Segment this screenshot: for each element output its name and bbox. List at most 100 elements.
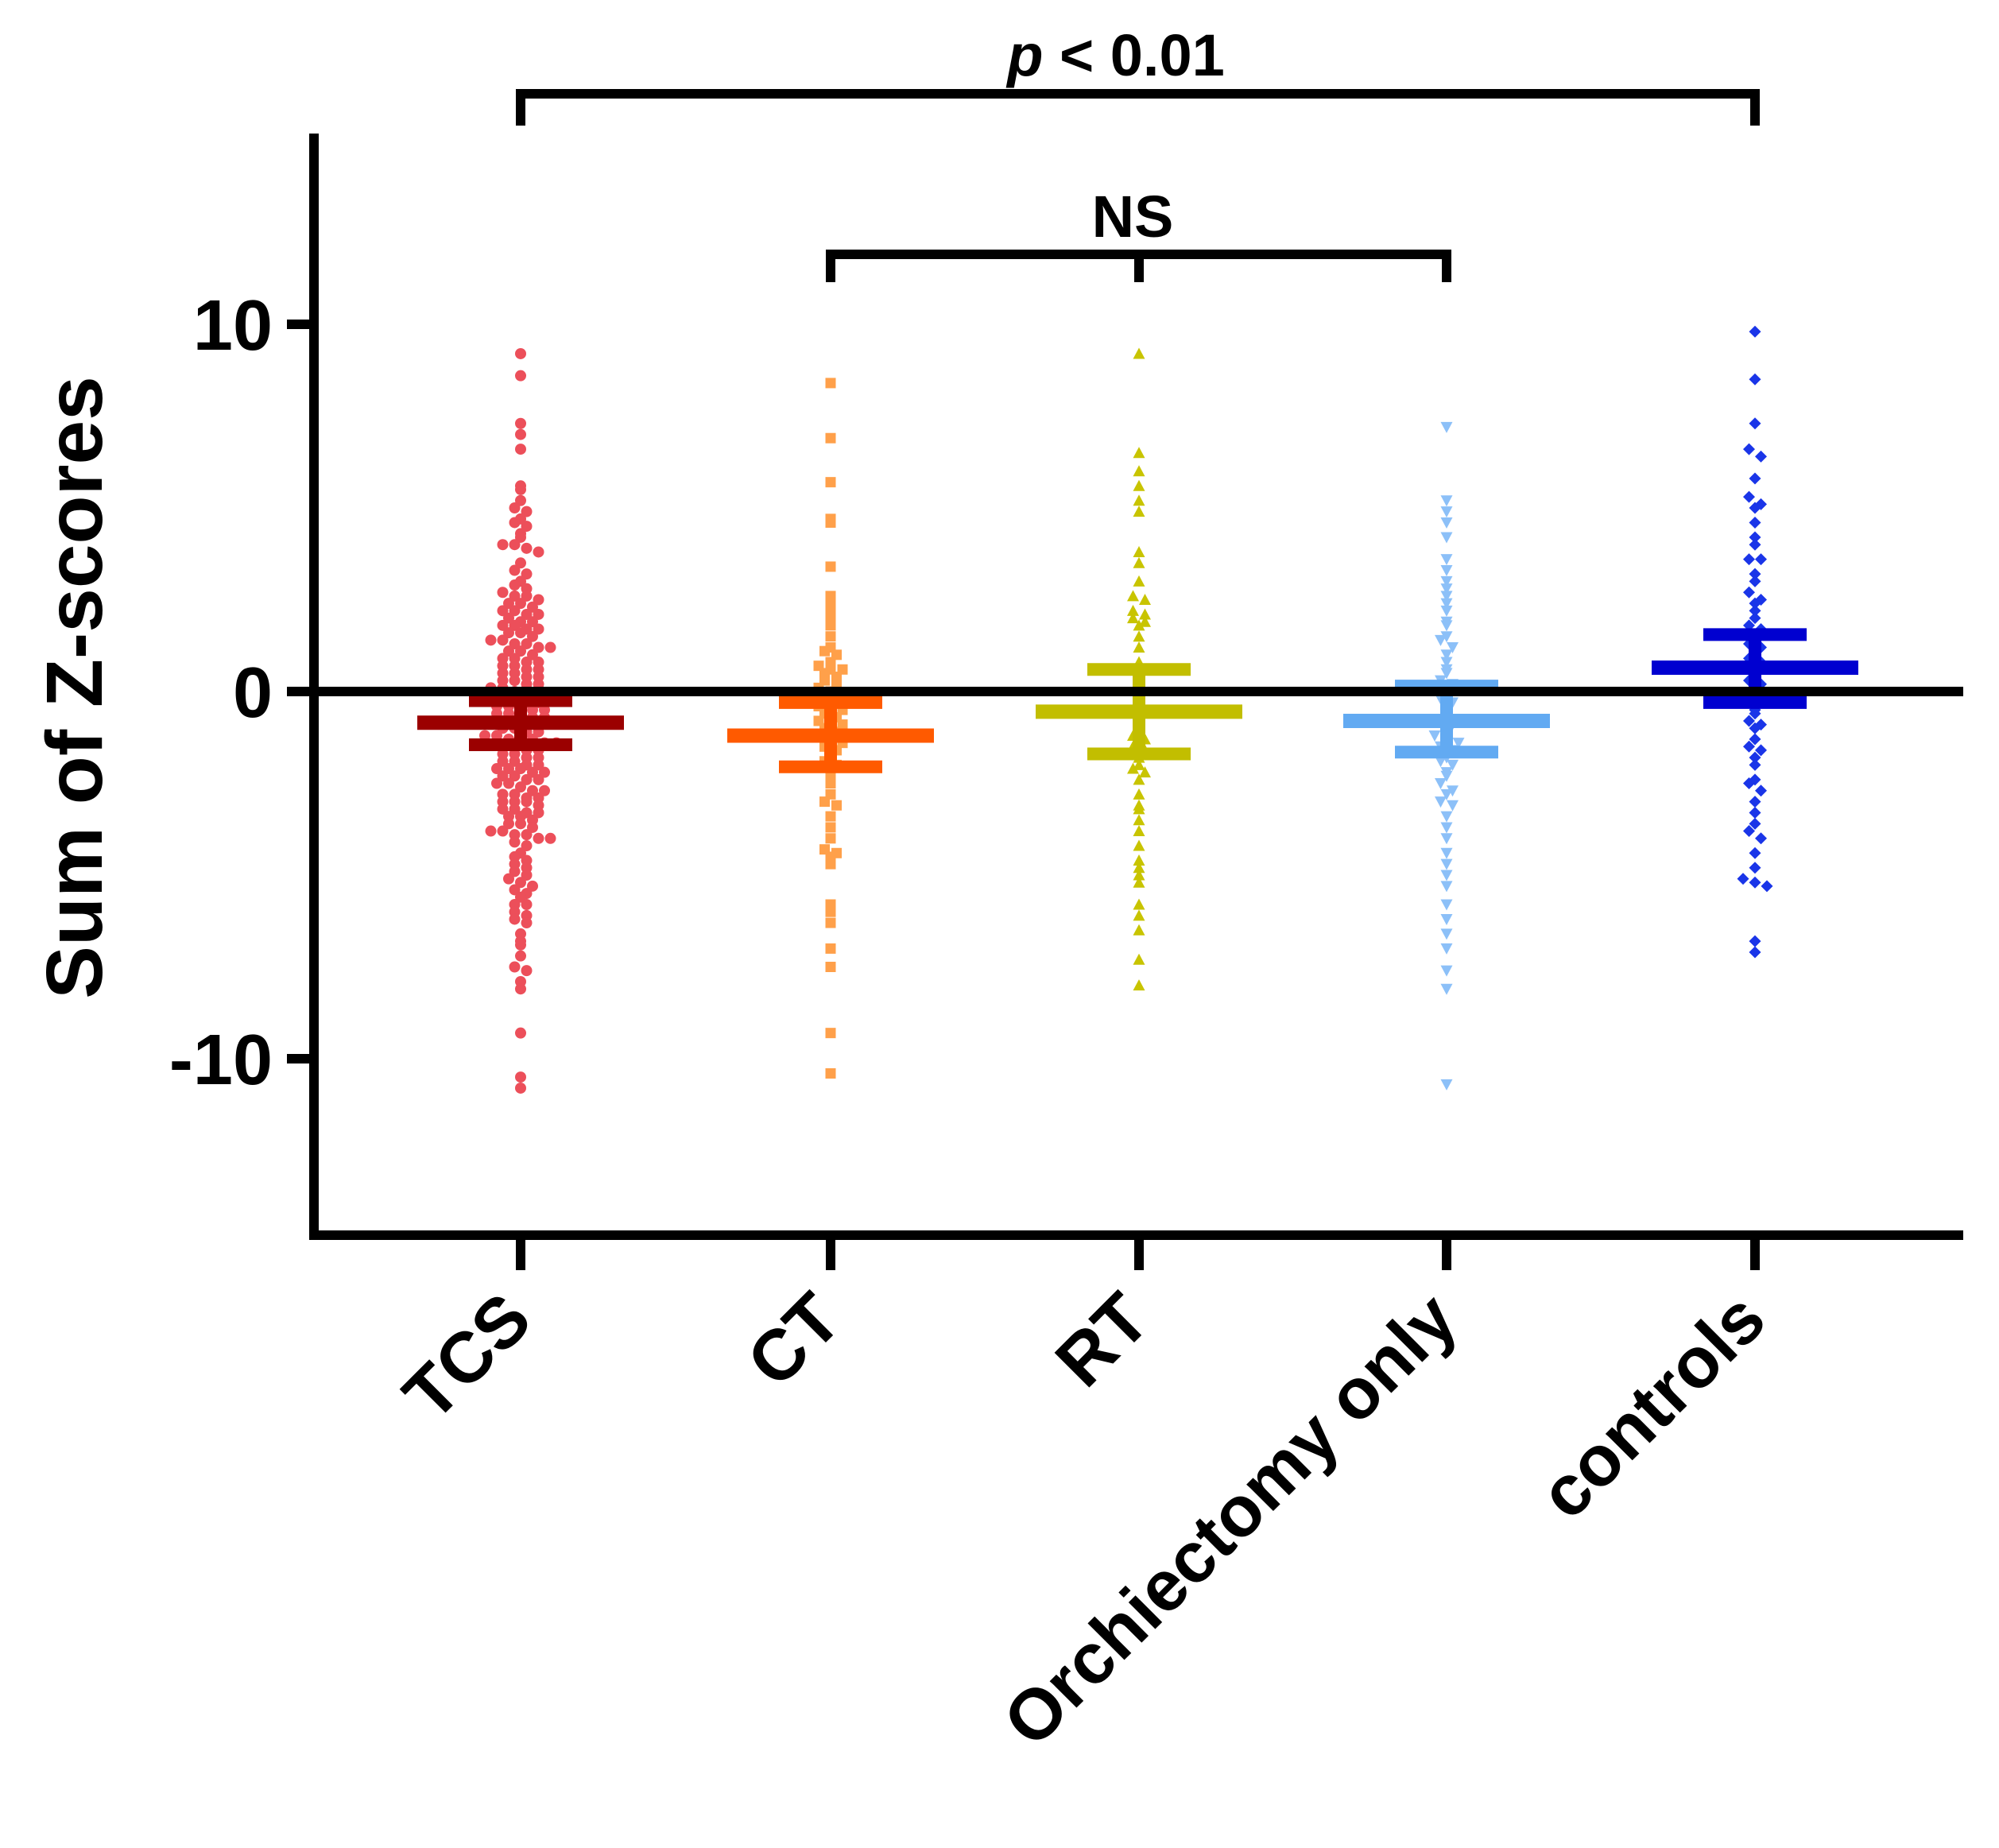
data-point [825, 858, 836, 870]
data-point [825, 943, 836, 954]
data-point [503, 873, 514, 885]
data-point [497, 825, 509, 837]
data-point [1440, 620, 1453, 632]
ns-label: NS [1092, 184, 1174, 250]
p-value-label: p < 0.01 [1005, 22, 1225, 88]
data-point [1749, 575, 1761, 587]
data-point [521, 898, 533, 910]
data-point [1133, 953, 1145, 965]
y-axis-title: Sum of Z-scores [30, 376, 119, 999]
data-point [825, 378, 836, 389]
data-point [1447, 642, 1459, 654]
data-point [1743, 715, 1755, 727]
data-point [1440, 591, 1453, 602]
data-point [1139, 766, 1151, 778]
data-point [1127, 590, 1139, 602]
mean-sem-controls [1652, 628, 1858, 709]
data-point [1133, 641, 1145, 653]
data-point [509, 913, 521, 925]
data-point [1435, 756, 1447, 768]
data-point [1440, 554, 1453, 566]
data-point [497, 634, 509, 646]
data-point [1440, 983, 1453, 995]
data-point [1749, 417, 1761, 430]
data-point [521, 796, 533, 808]
data-point [521, 965, 533, 977]
data-point [1440, 847, 1453, 859]
data-point [1440, 575, 1453, 587]
data-point [1440, 881, 1453, 893]
data-point [1133, 758, 1145, 770]
y-tick-label: 10 [193, 286, 273, 366]
data-point [1440, 649, 1453, 661]
data-point [515, 950, 526, 962]
data-point [1440, 913, 1453, 925]
data-point [1440, 870, 1453, 881]
y-tick-label: 0 [233, 653, 273, 733]
data-point [1749, 604, 1761, 617]
data-point [1440, 928, 1453, 940]
data-point [1133, 494, 1145, 506]
data-point [485, 825, 497, 837]
data-point [1133, 506, 1145, 517]
data-point [1133, 825, 1145, 837]
significance-bracket-top: p < 0.01 [516, 22, 1760, 126]
data-point [1749, 516, 1761, 529]
data-point [1139, 594, 1151, 605]
data-point [1440, 811, 1453, 823]
data-point [1133, 876, 1145, 888]
data-point [1749, 472, 1761, 485]
data-point [1743, 740, 1755, 753]
data-point [1133, 447, 1145, 459]
data-point [515, 428, 526, 440]
data-point [1755, 785, 1767, 797]
data-point [1749, 935, 1761, 947]
data-point [1749, 531, 1761, 544]
data-point [1447, 785, 1459, 797]
data-point [1133, 909, 1145, 921]
category-label-controls: controls [1524, 1278, 1780, 1534]
category-label-tcs: TCS [389, 1278, 546, 1435]
x-ticks [516, 1235, 1760, 1270]
data-point [825, 561, 836, 572]
data-point [1435, 634, 1447, 646]
data-point [1755, 450, 1767, 463]
data-point [1440, 421, 1453, 433]
data-point [1127, 604, 1139, 616]
data-point [1743, 825, 1755, 838]
data-point [1440, 965, 1453, 977]
data-point [825, 811, 836, 822]
data-point [1755, 832, 1767, 845]
data-point [491, 730, 502, 742]
data-point [1749, 758, 1761, 771]
data-point [515, 818, 526, 830]
data-point [825, 906, 836, 917]
data-point [1761, 880, 1773, 893]
data-point [1749, 722, 1761, 734]
data-point [1133, 465, 1145, 477]
data-point [1440, 631, 1453, 643]
data-point [515, 627, 526, 639]
data-point [509, 564, 521, 576]
data-point [1133, 803, 1145, 815]
data-point [1749, 325, 1761, 338]
data-point [479, 730, 490, 742]
data-point [825, 917, 836, 928]
data-point [533, 832, 544, 844]
data-point [515, 347, 526, 359]
data-point [515, 1082, 526, 1094]
data-point [1743, 777, 1755, 789]
data-point [1749, 817, 1761, 830]
data-point [1133, 773, 1145, 785]
data-point [521, 829, 533, 841]
data-point [509, 502, 521, 513]
data-point [825, 1067, 836, 1079]
data-point [1440, 605, 1453, 617]
data-point [1743, 490, 1755, 503]
data-point [503, 777, 514, 789]
p-symbol: p [1005, 22, 1043, 88]
significance-bracket-ns: NS [826, 184, 1451, 282]
data-point [497, 587, 509, 599]
data-point [491, 777, 502, 789]
